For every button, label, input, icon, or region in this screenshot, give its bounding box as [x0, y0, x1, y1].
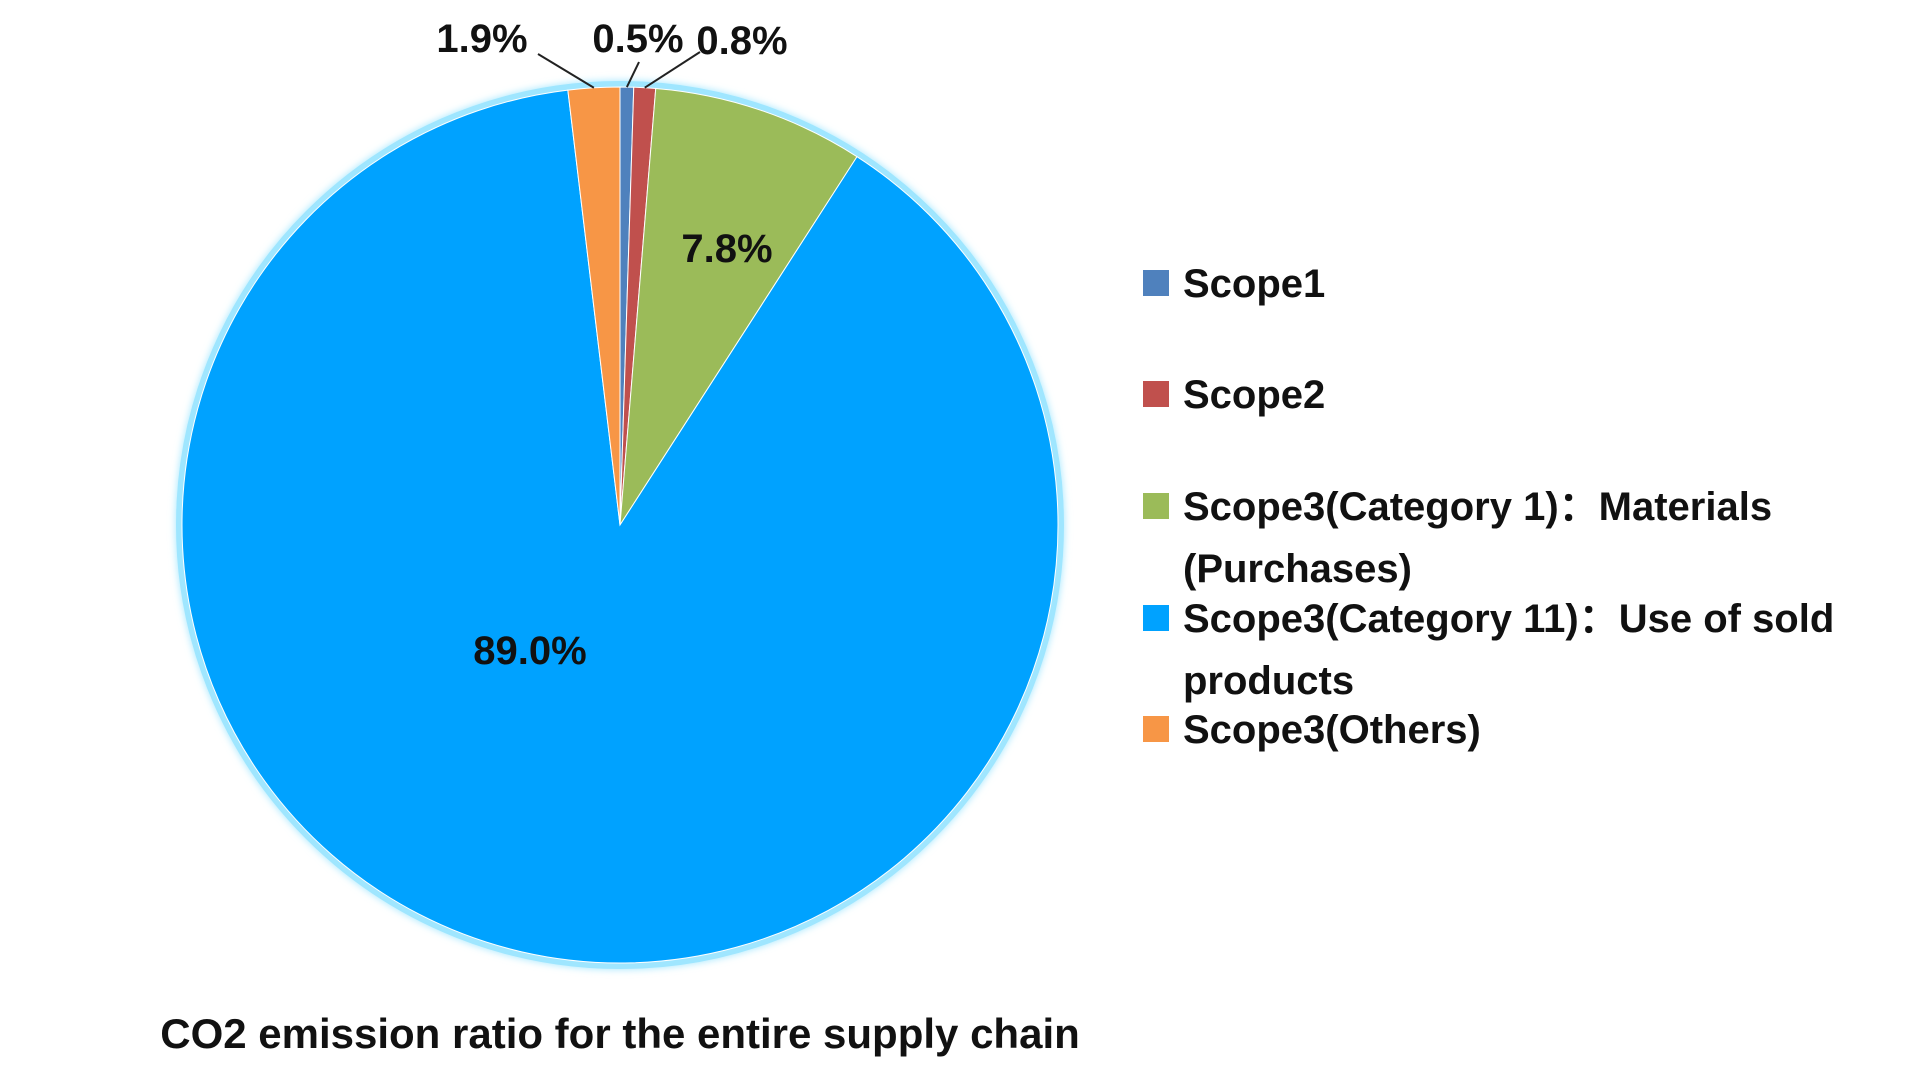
legend-label-4-line-2: products — [1183, 659, 1354, 703]
leader-line-2 — [644, 51, 701, 89]
data-label-3: 7.8% — [681, 227, 772, 271]
legend: Scope1 Scope2 Scope3(Category 1)：Materials… — [1143, 262, 1834, 752]
chart-title: CO2 emission ratio for the entire supply… — [160, 1010, 1080, 1057]
leader-line-1 — [625, 61, 640, 88]
legend-swatch-4 — [1143, 605, 1169, 631]
legend-label-4-line-1: Scope3(Category 11)：Use of sold — [1183, 597, 1834, 641]
legend-label-2-line-1: Scope2 — [1183, 373, 1325, 417]
legend-label-5-line-1: Scope3(Others) — [1183, 708, 1481, 752]
pie-glow-circle — [176, 81, 1064, 969]
legend-swatch-2 — [1143, 381, 1169, 407]
pie-slice-4 — [181, 89, 1059, 964]
legend-swatch-3 — [1143, 493, 1169, 519]
pie-slices — [181, 86, 1059, 964]
pie-data-labels: 0.5% 0.8% 7.8% 89.0% 1.9% — [436, 17, 787, 673]
legend-swatch-5 — [1143, 716, 1169, 742]
pie-slice-3 — [619, 87, 858, 526]
pie-glow-ring — [176, 81, 1064, 969]
legend-label-1-line-1: Scope1 — [1183, 262, 1325, 306]
legend-label-3-line-2: (Purchases) — [1183, 547, 1412, 591]
pie-leader-lines — [537, 51, 701, 89]
data-label-4: 89.0% — [473, 629, 586, 673]
legend-swatch-1 — [1143, 270, 1169, 296]
leader-line-5 — [537, 53, 595, 89]
data-label-2: 0.8% — [696, 19, 787, 63]
legend-label-3-line-1: Scope3(Category 1)：Materials — [1183, 485, 1772, 529]
data-label-5: 1.9% — [436, 17, 527, 61]
data-label-1: 0.5% — [592, 17, 683, 61]
